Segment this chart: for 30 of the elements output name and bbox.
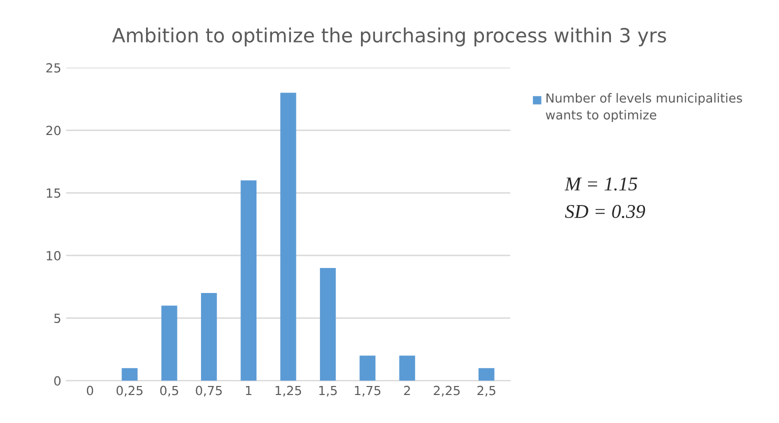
bar xyxy=(320,268,336,381)
bar xyxy=(280,92,296,381)
bar xyxy=(360,356,376,381)
legend-label: Number of levels municipalities wants to optimize xyxy=(546,93,742,122)
x-tick-label: 1,5 xyxy=(319,386,337,397)
chart-title: Ambition to optimize the purchasing process within 3 yrs xyxy=(112,28,666,46)
text: M = 1.15 xyxy=(564,178,638,191)
y-tick-label: 10 xyxy=(46,250,61,260)
y-tick-label: 0 xyxy=(54,376,61,386)
x-tick-label: 2,25 xyxy=(434,386,460,397)
x-tick-label: 0,75 xyxy=(196,386,222,397)
bar xyxy=(161,306,178,381)
x-tick-label: 2,5 xyxy=(477,386,496,397)
x-tick-label: 0,5 xyxy=(160,386,178,397)
y-tick-label: 25 xyxy=(46,63,60,73)
bar xyxy=(122,368,138,381)
bar xyxy=(399,356,416,381)
x-tick-label: 2 xyxy=(404,386,410,396)
x-tick-label: 1 xyxy=(246,386,252,396)
y-tick-label: 5 xyxy=(54,314,60,324)
text: SD = 0.39 xyxy=(565,204,646,218)
x-tick-label: 0,25 xyxy=(116,386,142,397)
x-tick-label: 1,75 xyxy=(354,386,380,397)
x-tick-label: 1,25 xyxy=(276,386,302,397)
y-tick-label: 15 xyxy=(46,188,60,198)
bar xyxy=(240,180,257,381)
bar xyxy=(201,293,217,381)
y-tick-label: 20 xyxy=(46,126,61,136)
x-tick-label: 0 xyxy=(86,386,94,396)
bar xyxy=(478,368,494,381)
